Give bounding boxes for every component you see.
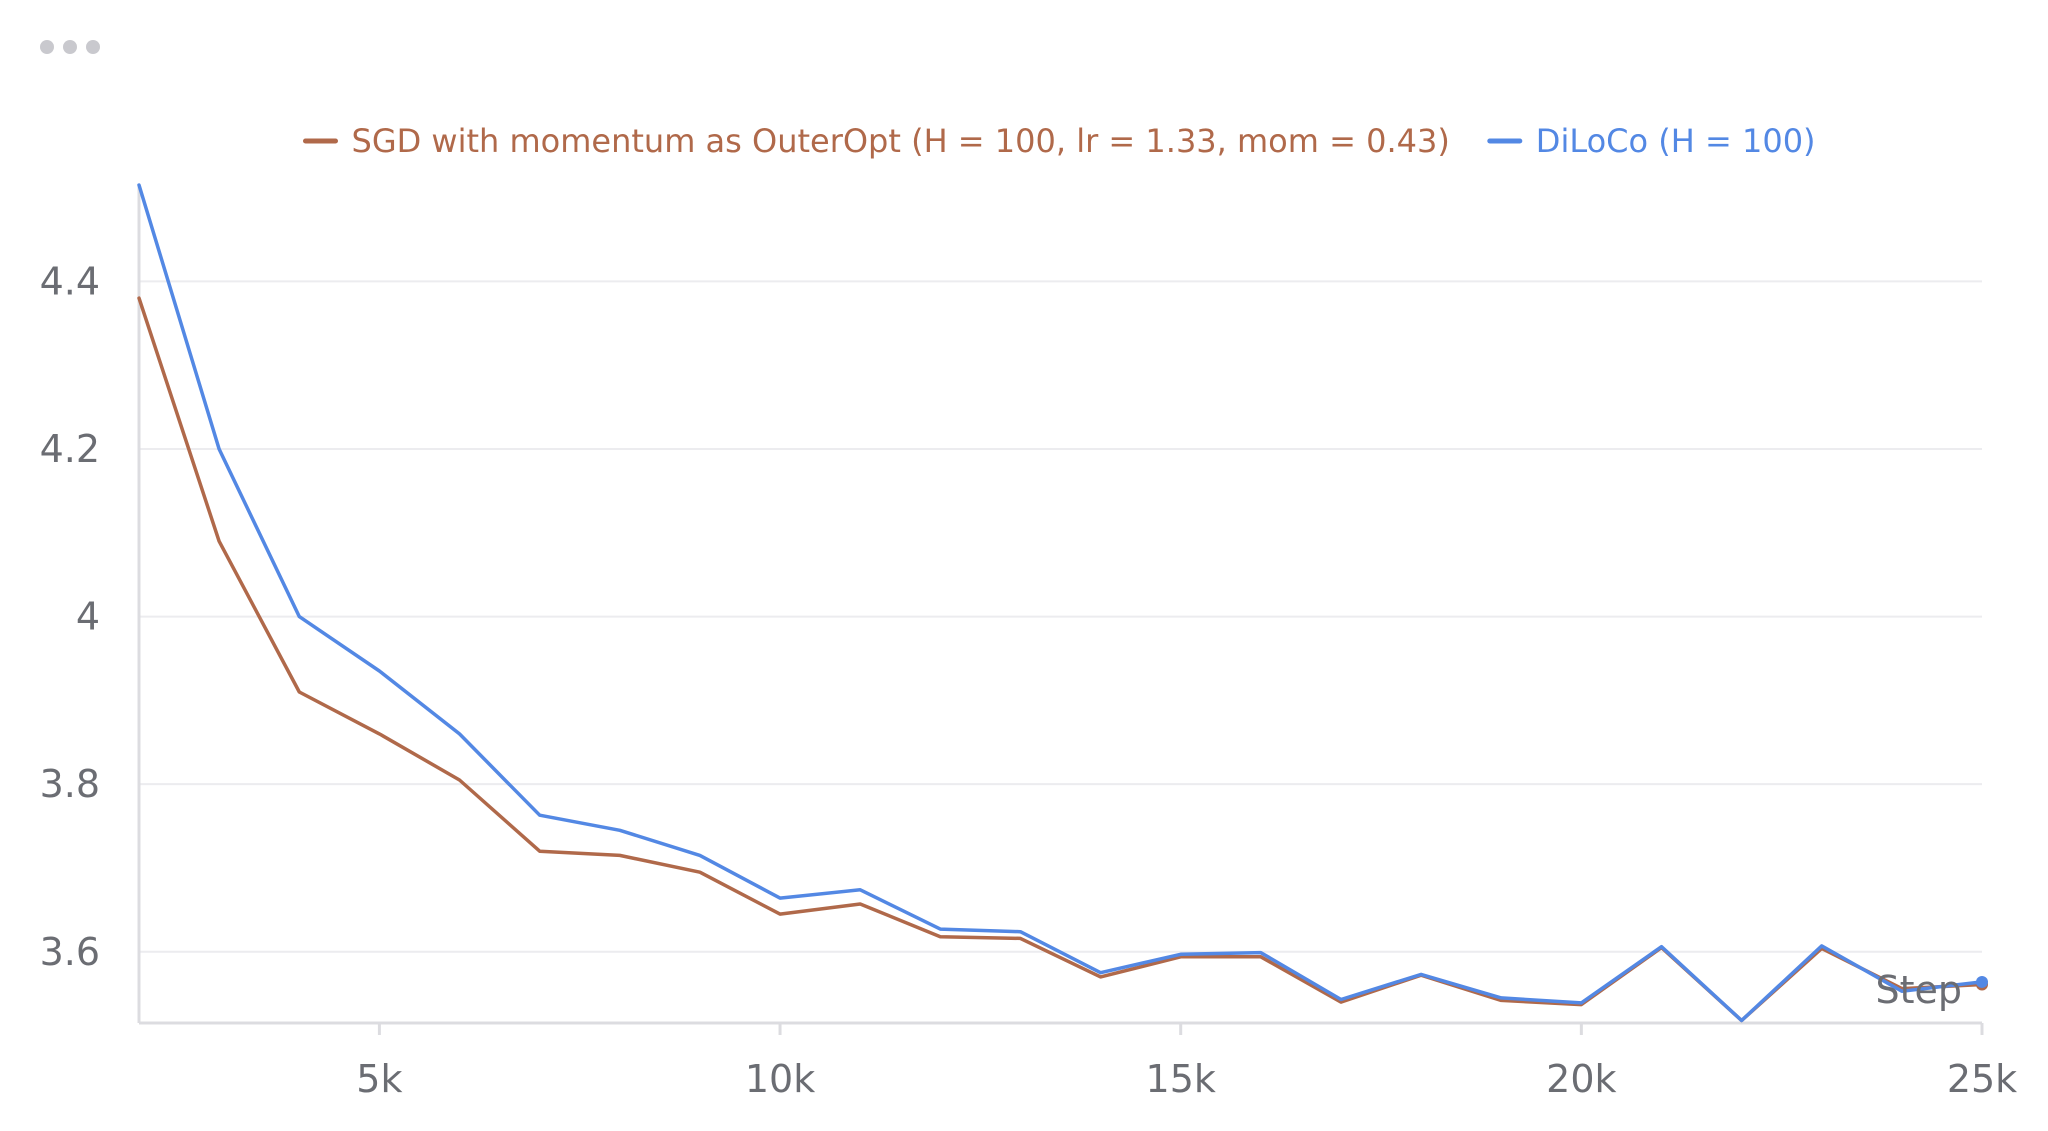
y-axis-ticks: 3.6 3.8 4 4.2 4.4 — [40, 259, 100, 973]
chart-axes — [137, 185, 1982, 1025]
x-tick-label: 10k — [745, 1057, 815, 1101]
y-tick-label: 3.8 — [40, 762, 100, 806]
chart-legend: SGD with momentum as OuterOpt (H = 100, … — [303, 122, 1816, 160]
x-tick-label: 20k — [1546, 1057, 1616, 1101]
series-line-1 — [137, 183, 1984, 1023]
x-tick-label: 25k — [1947, 1057, 2017, 1101]
y-tick-label: 4.4 — [40, 259, 100, 303]
chart-series — [137, 183, 1988, 1023]
legend-label: SGD with momentum as OuterOpt (H = 100, … — [352, 122, 1450, 160]
legend-label: DiLoCo (H = 100) — [1536, 122, 1816, 160]
more-options-icon[interactable] — [40, 40, 100, 54]
legend-item-1[interactable]: DiLoCo (H = 100) — [1487, 122, 1816, 160]
series-endpoint-1 — [1976, 975, 1988, 988]
x-tick-label: 5k — [356, 1057, 402, 1101]
x-axis-ticks: 5k 10k 15k 20k 25k — [356, 1023, 2017, 1101]
y-tick-label: 4.2 — [40, 427, 100, 471]
y-tick-label: 3.6 — [40, 930, 100, 974]
legend-item-0[interactable]: SGD with momentum as OuterOpt (H = 100, … — [303, 122, 1450, 160]
chart-grid — [139, 280, 1982, 953]
series-line-0 — [137, 296, 1984, 1023]
y-tick-label: 4 — [76, 595, 100, 639]
menu-dot — [40, 40, 54, 54]
menu-dot — [63, 40, 77, 54]
x-axis-label: Step — [1875, 968, 1962, 1012]
menu-dot — [86, 40, 100, 54]
x-tick-label: 15k — [1146, 1057, 1216, 1101]
